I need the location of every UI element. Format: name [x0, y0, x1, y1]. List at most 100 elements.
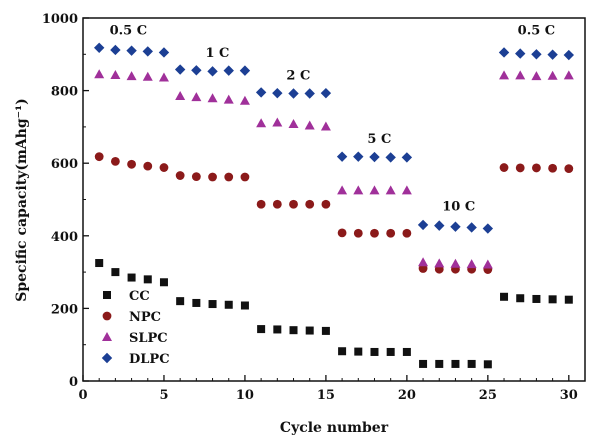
data-point [450, 258, 461, 268]
data-point [94, 152, 104, 162]
legend-label: SLPC [129, 331, 168, 346]
axis-tick-labels: 0 5 10 15 20 25 30 0 200 400 600 800 1000 [42, 12, 578, 403]
data-point [159, 163, 169, 172]
data-point [500, 292, 509, 301]
y-tick-label: 200 [51, 302, 78, 317]
rate-label: 5 C [367, 132, 391, 147]
data-point [337, 185, 348, 195]
x-axis-title: Cycle number [280, 420, 389, 436]
data-point [110, 69, 121, 79]
data-point [223, 94, 234, 104]
data-point [563, 70, 574, 80]
data-point [142, 71, 153, 81]
y-tick-label: 400 [51, 230, 78, 245]
data-point [289, 326, 298, 335]
data-point [548, 163, 558, 173]
data-point [239, 95, 250, 105]
data-point [385, 152, 396, 163]
data-point [174, 64, 186, 75]
legend-label: NPC [129, 310, 161, 325]
rate-label: 1 C [205, 46, 229, 61]
data-point [240, 172, 250, 182]
x-tick-label: 20 [398, 388, 416, 403]
data-point [419, 359, 428, 368]
data-point [564, 295, 573, 304]
data-point [288, 88, 299, 99]
data-point [482, 223, 494, 234]
data-point [353, 228, 363, 238]
legend-label: CC [129, 289, 150, 304]
data-point [257, 325, 266, 334]
data-point [401, 185, 412, 195]
data-point [434, 258, 445, 268]
data-point [110, 156, 120, 166]
data-point [466, 259, 477, 269]
data-point [337, 228, 347, 238]
data-point [255, 87, 267, 98]
y-tick-label: 600 [51, 157, 78, 172]
data-point [369, 185, 380, 195]
data-point [127, 273, 136, 282]
data-point [127, 159, 136, 169]
data-point [548, 295, 557, 304]
legend: CC NPC SLPC DLPC [101, 289, 170, 367]
data-point [547, 49, 558, 60]
data-point [353, 185, 364, 195]
data-point [320, 87, 332, 99]
data-point [336, 151, 348, 162]
data-point [564, 164, 574, 174]
y-tick-label: 0 [69, 375, 78, 390]
data-point [143, 275, 152, 284]
legend-marker [101, 352, 113, 364]
data-point [516, 294, 525, 303]
data-point [272, 117, 283, 127]
data-point [450, 221, 461, 232]
data-point [158, 72, 169, 82]
data-point [532, 163, 541, 173]
data-point [370, 228, 379, 238]
data-points [93, 42, 575, 369]
data-point [191, 92, 202, 102]
data-point [224, 172, 234, 182]
data-point [191, 172, 201, 182]
data-point [207, 66, 218, 77]
legend-marker [102, 311, 112, 321]
axis-ticks [82, 17, 570, 382]
rate-label: 0.5 C [518, 23, 556, 38]
data-point [111, 268, 120, 277]
rate-label: 0.5 C [110, 23, 148, 38]
data-point [353, 151, 364, 162]
x-tick-label: 30 [560, 388, 578, 403]
data-point [402, 347, 411, 356]
data-point [401, 152, 413, 163]
legend-marker [102, 332, 112, 341]
data-point [499, 70, 510, 80]
data-point [434, 220, 445, 231]
data-point [159, 278, 168, 287]
data-point [532, 294, 541, 303]
data-point [142, 46, 153, 57]
data-point [126, 45, 137, 56]
series-cc [95, 259, 573, 369]
data-point [515, 163, 525, 173]
data-point [94, 69, 105, 79]
data-point [256, 199, 266, 209]
legend-label: DLPC [129, 352, 170, 367]
y-tick-label: 1000 [42, 12, 78, 27]
data-point [466, 222, 477, 233]
data-point [451, 359, 460, 368]
series-npc [94, 152, 574, 274]
data-point [320, 121, 331, 131]
data-point [531, 71, 542, 81]
rate-label: 2 C [286, 69, 310, 84]
data-point [499, 163, 509, 172]
data-point [208, 300, 217, 309]
data-point [418, 257, 429, 267]
x-tick-label: 0 [78, 388, 87, 403]
data-point [369, 151, 380, 163]
data-point [158, 47, 170, 58]
data-point [304, 88, 315, 99]
data-point [143, 161, 153, 171]
data-point [515, 48, 526, 59]
x-tick-label: 15 [317, 388, 335, 403]
